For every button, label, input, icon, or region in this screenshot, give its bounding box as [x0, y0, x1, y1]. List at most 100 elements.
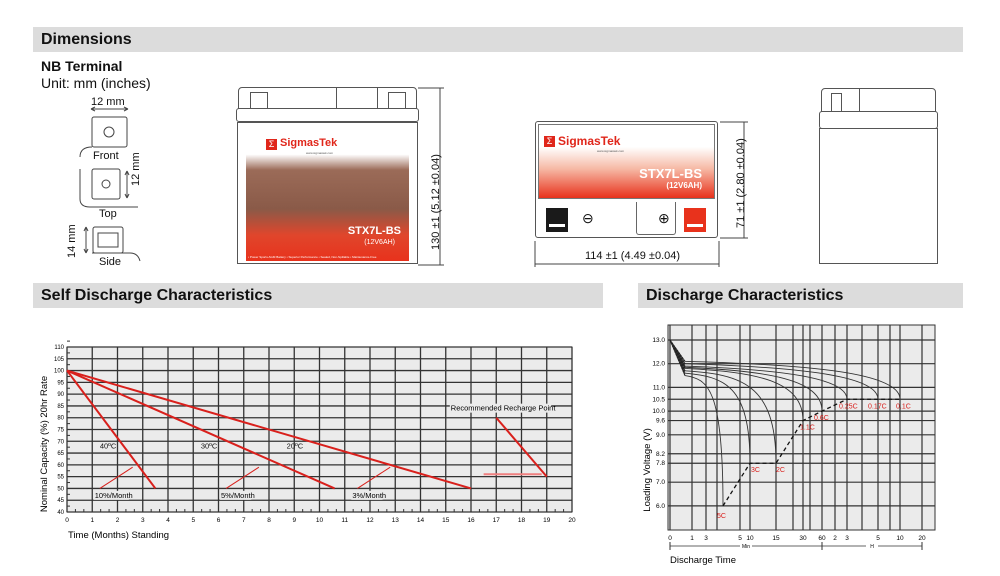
rate-label: 0.17C — [868, 403, 887, 410]
x-tick-label: 9 — [292, 517, 296, 524]
series-label: 40ºC — [100, 441, 117, 450]
unit-bg — [740, 543, 752, 549]
y-tick-label: 6.0 — [656, 503, 665, 510]
battery-top-label: Σ SigmasTek www.sigmastek.com STX7L-BS (… — [538, 124, 715, 199]
x-tick-label: 10 — [896, 535, 904, 542]
y-tick-label: 60 — [57, 463, 64, 469]
brand-name: SigmasTek — [280, 137, 338, 149]
x-tick-label: 2 — [116, 517, 120, 524]
y-tick-label: 10.0 — [652, 408, 665, 415]
x-tick-label: 0 — [668, 535, 672, 542]
length-dimension: 114 ±1 (4.49 ±0.04) — [585, 250, 681, 262]
rate-label: 2C — [776, 467, 785, 474]
x-tick-label: 10 — [316, 517, 324, 524]
rate-label: 5C — [717, 513, 726, 520]
annotation-arrow — [495, 417, 548, 478]
side-label: Side — [99, 256, 122, 268]
series-line-20ºC — [66, 369, 472, 490]
series-line-40ºC — [66, 369, 157, 490]
brand-website: www.sigmastek.com — [306, 151, 334, 155]
x-tick-label: 5 — [191, 517, 195, 524]
rate-label: 1.1C — [800, 425, 815, 432]
battery-side-lid — [821, 88, 936, 114]
annotation-label: 3%/Month — [352, 491, 386, 500]
unit-label: Min — [742, 544, 750, 550]
negative-symbol: ⊖ — [582, 210, 594, 226]
sigma-logo: Σ — [544, 136, 555, 147]
series-label: 30ºC — [201, 441, 218, 450]
annotation-arrow — [357, 466, 391, 489]
initial-drop — [669, 339, 686, 372]
discharge-curve-0.25C — [669, 339, 848, 400]
annotation-label: 10%/Month — [95, 491, 133, 500]
annotation-arrow — [225, 466, 260, 489]
x-tick-label: 5 — [738, 535, 742, 542]
y-tick-label: 75 — [57, 428, 64, 434]
unit-label: H — [870, 544, 874, 550]
unit-label: Unit: mm (inches) — [41, 75, 151, 91]
model-spec: (12V6AH) — [364, 239, 395, 246]
y-tick-label: 55 — [57, 475, 64, 481]
x-tick-label: 0 — [65, 517, 69, 524]
x-tick-label: 4 — [166, 517, 170, 524]
sigma-logo: Σ — [266, 139, 277, 150]
x-tick-label: 18 — [518, 517, 526, 524]
x-tick-label: 11 — [341, 517, 348, 524]
model-name: STX7L-BS — [639, 166, 702, 181]
x-tick-label: 14 — [417, 517, 425, 524]
terminal-cover — [636, 202, 676, 235]
series-label: 20ºC — [287, 441, 304, 450]
y-axis-title: Loading Voltage (V) — [642, 428, 653, 511]
series-line-30ºC — [66, 369, 336, 490]
y-tick-label: 100 — [54, 369, 65, 375]
x-tick-label: 1 — [90, 517, 94, 524]
rate-label: 0.1C — [896, 403, 911, 410]
discharge-curve-2C — [669, 339, 777, 464]
y-tick-label: 110 — [54, 345, 64, 351]
height-dimension-line — [418, 87, 444, 266]
positive-terminal — [684, 208, 706, 232]
tagline: • Power Sports AGM Battery • Superior Pe… — [248, 255, 377, 259]
discharge-curve-0.17C — [669, 339, 879, 400]
x-tick-label: 8 — [267, 517, 271, 524]
y-tick-label: 7.0 — [656, 479, 665, 486]
section-header-self-discharge: Self Discharge Characteristics — [33, 283, 603, 308]
y-tick-label: 45 — [57, 498, 64, 504]
x-tick-label: 7 — [242, 517, 246, 524]
x-tick-label: 3 — [845, 535, 849, 542]
y-tick-label: 90 — [57, 392, 64, 398]
x-tick-label: 17 — [493, 517, 501, 524]
annotation-label: Recommended Recharge Point — [451, 404, 557, 413]
y-tick-label: 85 — [57, 404, 64, 410]
positive-symbol: ⊕ — [658, 210, 670, 226]
discharge-curve-0.6C — [669, 339, 823, 412]
y-axis-title: Nominal Capacity (%) 20hr Rate — [39, 376, 50, 512]
initial-drop — [669, 339, 686, 367]
annotation-label: 5%/Month — [221, 491, 255, 500]
discharge-curve-1.1C — [669, 339, 804, 421]
y-tick-label: 70 — [57, 439, 64, 445]
x-tick-label: 15 — [772, 535, 780, 542]
x-tick-label: 15 — [442, 517, 450, 524]
initial-drop — [669, 339, 686, 362]
y-tick-label: 105 — [54, 357, 65, 363]
x-tick-label: 5 — [876, 535, 880, 542]
terminal-width-label: 12 mm — [91, 96, 125, 108]
front-label: Front — [93, 150, 119, 162]
x-tick-label: 20 — [568, 517, 576, 524]
section-header-discharge: Discharge Characteristics — [638, 283, 963, 308]
battery-side-body — [819, 128, 938, 264]
section-header-dimensions: Dimensions — [33, 27, 963, 52]
annotation-arrow — [99, 466, 133, 489]
battery-front-rim — [236, 108, 419, 122]
annotation-bg — [351, 490, 383, 500]
y-tick-label: 40 — [57, 510, 64, 516]
annotation-bg — [220, 490, 252, 500]
x-tick-label: 10 — [746, 535, 754, 542]
rate-label: 0.6C — [814, 415, 829, 422]
y-tick-label: 80 — [57, 416, 64, 422]
model-name: STX7L-BS — [347, 225, 401, 237]
x-axis-title: Discharge Time — [670, 555, 736, 566]
x-tick-label: 13 — [392, 517, 400, 524]
